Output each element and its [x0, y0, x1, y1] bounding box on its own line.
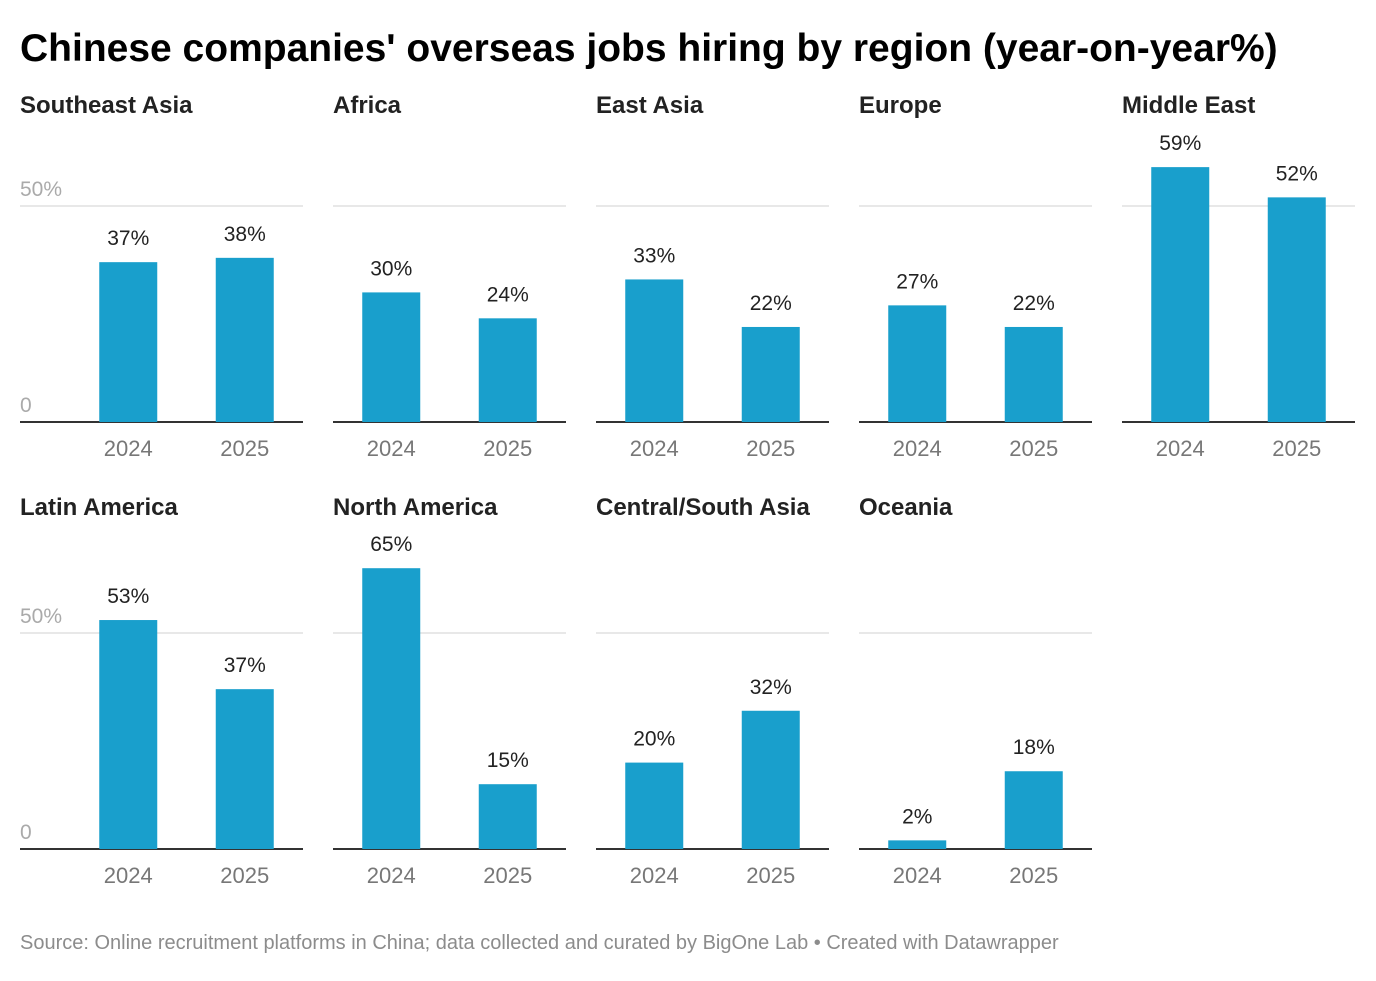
panel-title: Africa [333, 92, 402, 119]
y-tick-label: 0 [20, 394, 32, 417]
x-tick-label: 2025 [483, 436, 532, 461]
x-tick-label: 2025 [483, 863, 532, 888]
panel-title: Middle East [1122, 92, 1255, 119]
value-label: 37% [224, 654, 266, 677]
value-label: 65% [370, 533, 412, 556]
bar [1267, 197, 1326, 422]
value-label: 22% [1013, 292, 1055, 315]
value-label: 22% [750, 292, 792, 315]
value-label: 32% [750, 676, 792, 699]
bar [1004, 771, 1063, 849]
panel-title: Latin America [20, 494, 178, 521]
value-label: 20% [633, 728, 675, 751]
bar [478, 784, 537, 849]
bar [741, 326, 800, 422]
bar [1004, 326, 1063, 422]
x-tick-label: 2024 [893, 436, 942, 461]
value-label: 24% [487, 283, 529, 306]
value-label: 53% [107, 585, 149, 608]
value-label: 2% [902, 805, 932, 828]
x-tick-label: 2024 [367, 863, 416, 888]
bar [215, 257, 274, 422]
bar [888, 840, 947, 849]
value-label: 37% [107, 227, 149, 250]
panel-title: Central/South Asia [596, 494, 810, 521]
bar [478, 318, 537, 422]
y-tick-label: 0 [20, 821, 32, 844]
bar [625, 762, 684, 849]
panel-title: Oceania [859, 494, 953, 521]
bar [215, 689, 274, 849]
value-label: 52% [1276, 162, 1318, 185]
bar [741, 710, 800, 849]
x-tick-label: 2025 [1009, 863, 1058, 888]
source-note: Source: Online recruitment platforms in … [20, 932, 1059, 954]
panel-title: Southeast Asia [20, 92, 193, 119]
x-tick-label: 2024 [893, 863, 942, 888]
x-tick-label: 2025 [1272, 436, 1321, 461]
value-label: 33% [633, 244, 675, 267]
panel-title: East Asia [596, 92, 704, 119]
bar [362, 568, 421, 849]
value-label: 18% [1013, 736, 1055, 759]
bar [362, 292, 421, 422]
x-tick-label: 2024 [104, 863, 153, 888]
value-label: 30% [370, 257, 412, 280]
y-tick-label: 50% [20, 178, 62, 201]
chart-title: Chinese companies' overseas jobs hiring … [20, 27, 1278, 70]
x-tick-label: 2024 [367, 436, 416, 461]
x-tick-label: 2025 [746, 436, 795, 461]
value-label: 27% [896, 270, 938, 293]
x-tick-label: 2025 [1009, 436, 1058, 461]
value-label: 15% [487, 749, 529, 772]
x-tick-label: 2025 [746, 863, 795, 888]
value-label: 59% [1159, 132, 1201, 155]
bar [888, 305, 947, 422]
x-tick-label: 2024 [630, 436, 679, 461]
x-tick-label: 2025 [220, 436, 269, 461]
x-tick-label: 2024 [630, 863, 679, 888]
y-tick-label: 50% [20, 605, 62, 628]
bar [1151, 167, 1210, 422]
x-tick-label: 2024 [1156, 436, 1205, 461]
x-tick-label: 2024 [104, 436, 153, 461]
bar [625, 279, 684, 422]
value-label: 38% [224, 223, 266, 246]
x-tick-label: 2025 [220, 863, 269, 888]
panel-title: North America [333, 494, 498, 521]
bar [99, 620, 158, 849]
bar [99, 262, 158, 422]
panel-title: Europe [859, 92, 942, 119]
